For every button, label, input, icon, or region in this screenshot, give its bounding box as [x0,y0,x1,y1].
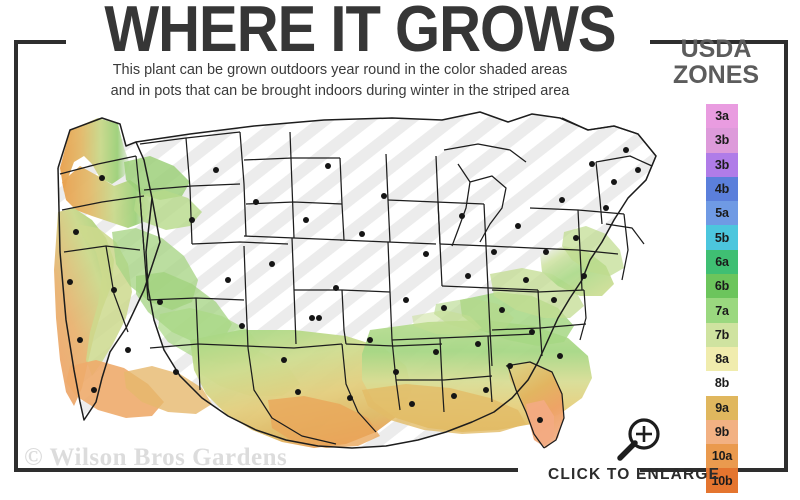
zone-swatch-10a: 10a [706,444,738,469]
zone-swatch-4b: 4b [706,176,738,202]
subtitle: This plant can be grown outdoors year ro… [40,60,640,102]
zone-swatch-9b: 9b [706,419,738,445]
click-to-enlarge-label[interactable]: CLICK TO ENLARGE [548,466,721,483]
zone-swatch-7a: 7a [706,298,738,323]
frame-border-bottom-left [14,468,518,472]
legend-heading: USDA ZONES [654,36,778,89]
zone-swatch-10b: 10b [706,468,738,493]
zone-swatch-9a: 9a [706,395,738,420]
frame-border-top-right [650,40,786,44]
watermark: © Wilson Bros Gardens [24,444,288,471]
magnifier-plus-icon[interactable] [616,416,662,462]
zone-swatch-7b: 7b [706,322,738,347]
map-state-borders [57,111,657,449]
usda-hardiness-map[interactable] [40,104,670,456]
usda-zone-legend: 3a 3b 3b 4b 5a 5b 6a 6b 7a 7b 8a 8b 9a 9b 10a 10b [706,104,738,493]
subtitle-line-1: This plant can be grown outdoors year ro… [112,62,568,78]
zone-swatch-8a: 8a [706,346,738,372]
zone-swatch-6a: 6a [706,249,738,275]
map-city-markers [67,147,641,423]
zone-swatch-6b: 6b [706,274,738,299]
zone-swatch-5a: 5a [706,201,738,226]
zone-swatch-3b: 3b [706,128,738,153]
legend-heading-line-1: USDA [680,35,752,63]
subtitle-line-2: and in pots that can be brought indoors … [110,83,570,100]
zone-swatch-3a: 3a [706,104,738,129]
zone-swatch-5b: 5b [706,225,738,250]
page-title: WHERE IT GROWS [104,0,616,66]
zone-swatch-8b: 8b [714,376,730,391]
frame-border-right [784,40,788,472]
legend-heading-line-2: ZONES [672,61,760,90]
zone-swatch-3b: 3b [706,152,738,177]
frame-border-left [14,40,18,472]
frame-border-top-left [14,40,66,44]
